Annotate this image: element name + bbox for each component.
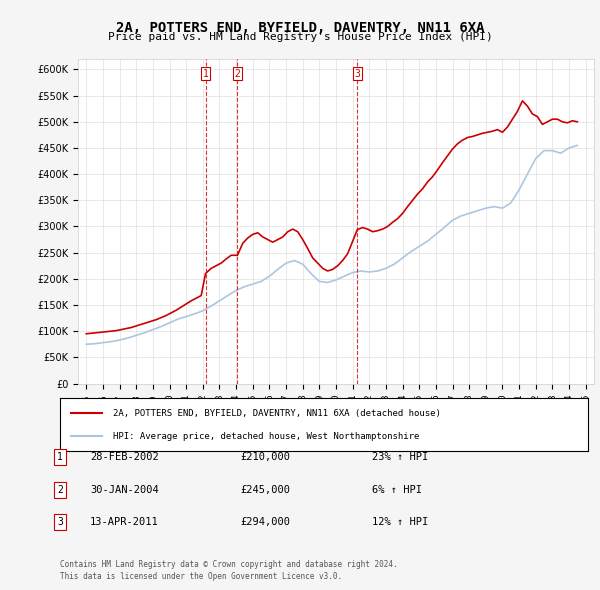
Text: 6% ↑ HPI: 6% ↑ HPI bbox=[372, 485, 422, 494]
Text: £245,000: £245,000 bbox=[240, 485, 290, 494]
Text: 2A, POTTERS END, BYFIELD, DAVENTRY, NN11 6XA (detached house): 2A, POTTERS END, BYFIELD, DAVENTRY, NN11… bbox=[113, 409, 440, 418]
Text: Contains HM Land Registry data © Crown copyright and database right 2024.: Contains HM Land Registry data © Crown c… bbox=[60, 560, 398, 569]
Text: 28-FEB-2002: 28-FEB-2002 bbox=[90, 453, 159, 462]
Text: 2: 2 bbox=[57, 485, 63, 494]
Text: £210,000: £210,000 bbox=[240, 453, 290, 462]
Text: HPI: Average price, detached house, West Northamptonshire: HPI: Average price, detached house, West… bbox=[113, 432, 419, 441]
Text: 23% ↑ HPI: 23% ↑ HPI bbox=[372, 453, 428, 462]
Text: 2: 2 bbox=[235, 69, 241, 78]
Text: 2A, POTTERS END, BYFIELD, DAVENTRY, NN11 6XA: 2A, POTTERS END, BYFIELD, DAVENTRY, NN11… bbox=[116, 21, 484, 35]
Text: 13-APR-2011: 13-APR-2011 bbox=[90, 517, 159, 527]
Text: 1: 1 bbox=[203, 69, 208, 78]
Text: Price paid vs. HM Land Registry's House Price Index (HPI): Price paid vs. HM Land Registry's House … bbox=[107, 32, 493, 42]
Text: 1: 1 bbox=[57, 453, 63, 462]
Text: This data is licensed under the Open Government Licence v3.0.: This data is licensed under the Open Gov… bbox=[60, 572, 342, 581]
Text: 3: 3 bbox=[355, 69, 360, 78]
Text: 30-JAN-2004: 30-JAN-2004 bbox=[90, 485, 159, 494]
Text: £294,000: £294,000 bbox=[240, 517, 290, 527]
Text: 12% ↑ HPI: 12% ↑ HPI bbox=[372, 517, 428, 527]
Text: 3: 3 bbox=[57, 517, 63, 527]
